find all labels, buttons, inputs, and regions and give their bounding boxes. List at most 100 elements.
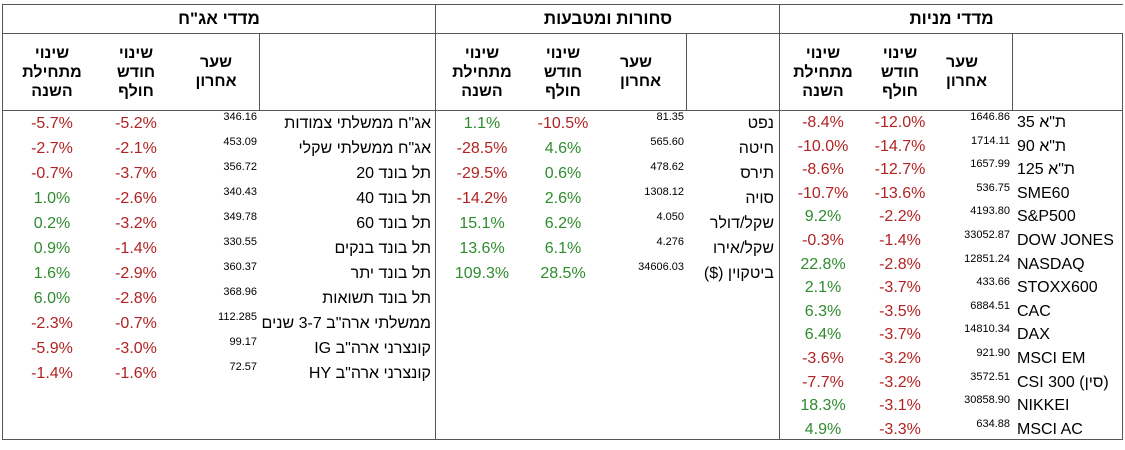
- table-row: -8.4% -12.0% 1646.86 ת"א 35: [780, 111, 1123, 135]
- instrument-name-cell: DAX: [1017, 326, 1050, 344]
- table-row: 2.1% -3.7% 433.66 STOXX600: [780, 276, 1123, 300]
- stock-indices-header: שינוי מתחילת השנה שינוי חודש חולף שער אח…: [780, 34, 1123, 111]
- ytd-change-cell: 2.1%: [804, 279, 842, 297]
- instrument-name-cell: SME60: [1017, 184, 1070, 202]
- instrument-name-cell: סויה: [745, 190, 774, 207]
- instrument-name-cell: שקל/דולר: [709, 215, 774, 232]
- table-row: -10.7% -13.6% 536.75 SME60: [780, 182, 1123, 206]
- header-last-rate: שער אחרון: [946, 54, 987, 90]
- table-row: -5.9% -3.0% 99.17 קונצרני ארה"ב IG: [3, 336, 435, 361]
- last-rate-cell: 634.88: [976, 417, 1010, 430]
- bond-indices-header: שינוי מתחילת השנה שינוי חודש חולף שער אח…: [3, 34, 435, 111]
- ytd-change-cell: -2.7%: [31, 140, 73, 157]
- header-month-change: שינוי חודש חולף: [880, 44, 920, 100]
- month-change-cell: -3.2%: [879, 373, 921, 391]
- last-rate-cell: 368.96: [223, 286, 257, 298]
- ytd-change-cell: 18.3%: [800, 397, 846, 415]
- last-rate-cell: 330.55: [223, 236, 257, 248]
- month-change-cell: -2.8%: [879, 255, 921, 273]
- last-rate-cell: 14810.34: [964, 323, 1010, 336]
- last-rate-cell: 1646.86: [970, 111, 1010, 123]
- ytd-change-cell: 13.6%: [459, 240, 505, 257]
- table-row: 18.3% -3.1% 30858.90 NIKKEI: [780, 394, 1123, 418]
- header-divider: [686, 34, 687, 110]
- instrument-name-cell: תל בונד 60: [356, 215, 431, 232]
- last-rate-cell: 356.72: [223, 161, 257, 173]
- header-last-rate: שער אחרון: [195, 54, 237, 90]
- table-row: -7.7% -3.2% 3572.51 CSI 300 (סין): [780, 371, 1123, 395]
- last-rate-cell: 1308.12: [644, 186, 684, 198]
- ytd-change-cell: 0.2%: [33, 215, 71, 232]
- month-change-cell: -2.2%: [879, 208, 921, 226]
- last-rate-cell: 360.37: [223, 261, 257, 273]
- month-change-cell: 4.6%: [544, 140, 582, 157]
- instrument-name-cell: STOXX600: [1017, 279, 1098, 297]
- bond-indices-section: מדדי אג"ח שינוי מתחילת השנה שינוי חודש ח…: [3, 5, 435, 439]
- month-change-cell: 6.2%: [544, 215, 582, 232]
- last-rate-cell: 112.285: [218, 311, 257, 323]
- month-change-cell: -12.0%: [874, 114, 926, 131]
- month-change-cell: 28.5%: [540, 265, 586, 282]
- instrument-name-cell: ממשלתי ארה"ב 3-7 שנים: [261, 315, 431, 332]
- ytd-change-cell: -29.5%: [456, 165, 508, 182]
- last-rate-cell: 565.60: [650, 136, 684, 148]
- ytd-change-cell: -28.5%: [456, 140, 508, 157]
- header-last-rate: שער אחרון: [620, 54, 661, 90]
- ytd-change-cell: -7.7%: [802, 373, 844, 391]
- ytd-change-cell: 6.0%: [33, 290, 71, 307]
- instrument-name-cell: קונצרני ארה"ב HY: [308, 365, 431, 382]
- stock-indices-rows: -8.4% -12.0% 1646.86 ת"א 35 -10.0% -14.7% 1714…: [780, 111, 1123, 441]
- instrument-name-cell: ת"א 35: [1017, 114, 1067, 131]
- ytd-change-cell: -3.6%: [802, 349, 844, 367]
- table-row: -0.3% -1.4% 33052.87 DOW JONES: [780, 229, 1123, 253]
- header-ytd-change: שינוי מתחילת השנה: [22, 44, 82, 100]
- instrument-name-cell: CSI 300 (סין): [1017, 373, 1109, 391]
- month-change-cell: -3.7%: [879, 279, 921, 297]
- header-divider: [1012, 34, 1013, 110]
- month-change-cell: -12.7%: [874, 161, 926, 179]
- month-change-cell: -3.7%: [115, 165, 157, 182]
- ytd-change-cell: 1.0%: [33, 190, 71, 207]
- ytd-change-cell: -8.6%: [802, 161, 844, 179]
- month-change-cell: -5.2%: [115, 115, 157, 132]
- last-rate-cell: 99.17: [229, 336, 257, 348]
- month-change-cell: -3.1%: [879, 397, 921, 415]
- instrument-name-cell: MSCI AC: [1017, 420, 1083, 438]
- ytd-change-cell: -2.3%: [31, 315, 73, 332]
- last-rate-cell: 4.050: [656, 211, 684, 223]
- last-rate-cell: 340.43: [223, 186, 257, 198]
- month-change-cell: -3.0%: [115, 340, 157, 357]
- month-change-cell: -13.6%: [874, 184, 926, 202]
- instrument-name-cell: CAC: [1017, 302, 1051, 320]
- commodities-currencies-rows: 1.1% -10.5% 81.35 נפט -28.5% 4.6% 565.60 חיטה -2…: [436, 111, 780, 286]
- table-row: 1.0% -2.6% 340.43 תל בונד 40: [3, 186, 435, 211]
- last-rate-cell: 33052.87: [964, 228, 1010, 241]
- bond-indices-rows: -5.7% -5.2% 346.16 אג"ח ממשלתי צמודות -2.7% -…: [3, 111, 435, 386]
- market-summary-table: מדדי אג"ח שינוי מתחילת השנה שינוי חודש ח…: [2, 4, 1123, 440]
- instrument-name-cell: תירס: [740, 165, 774, 182]
- last-rate-cell: 921.90: [976, 346, 1010, 359]
- commodities-currencies-header: שינוי מתחילת השנה שינוי חודש חולף שער אח…: [436, 34, 780, 111]
- instrument-name-cell: ביטקוין ($): [703, 265, 774, 282]
- last-rate-cell: 30858.90: [964, 394, 1010, 407]
- table-row: 15.1% 6.2% 4.050 שקל/דולר: [436, 211, 780, 236]
- instrument-name-cell: NASDAQ: [1017, 255, 1085, 273]
- month-change-cell: -10.5%: [537, 115, 589, 132]
- last-rate-cell: 34606.03: [638, 261, 684, 273]
- bond-indices-title: מדדי אג"ח: [3, 5, 435, 34]
- table-row: 6.0% -2.8% 368.96 תל בונד תשואות: [3, 286, 435, 311]
- stock-indices-title: מדדי מניות: [780, 5, 1123, 34]
- table-row: 4.9% -3.3% 634.88 MSCI AC: [780, 418, 1123, 442]
- last-rate-cell: 349.78: [223, 211, 257, 223]
- table-row: -0.7% -3.7% 356.72 תל בונד 20: [3, 161, 435, 186]
- month-change-cell: -1.4%: [115, 240, 157, 257]
- table-row: -5.7% -5.2% 346.16 אג"ח ממשלתי צמודות: [3, 111, 435, 136]
- header-ytd-change: שינוי מתחילת השנה: [793, 44, 853, 100]
- ytd-change-cell: -10.7%: [797, 184, 849, 202]
- table-row: -10.0% -14.7% 1714.11 ת"א 90: [780, 135, 1123, 159]
- ytd-change-cell: -5.7%: [31, 115, 73, 132]
- last-rate-cell: 1657.99: [970, 158, 1010, 171]
- ytd-change-cell: 1.6%: [33, 265, 71, 282]
- table-row: 13.6% 6.1% 4.276 שקל/אירו: [436, 236, 780, 261]
- ytd-change-cell: -14.2%: [456, 190, 508, 207]
